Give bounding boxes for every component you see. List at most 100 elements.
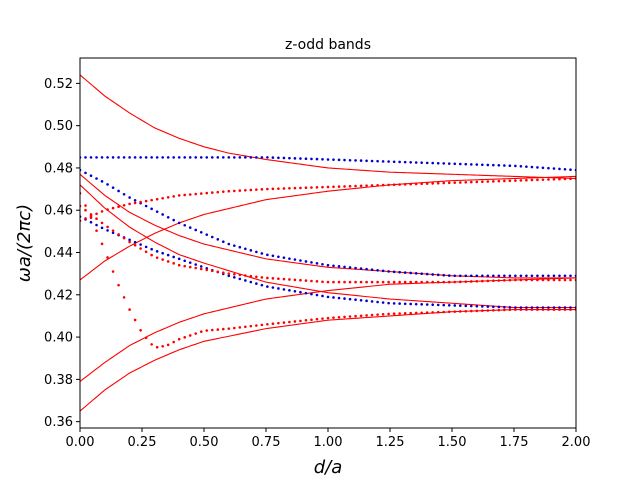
- data-point: [409, 280, 412, 284]
- data-point: [89, 174, 93, 177]
- data-point: [221, 156, 225, 159]
- data-point: [442, 310, 446, 314]
- data-point: [447, 162, 451, 165]
- data-point: [266, 276, 269, 280]
- data-point: [271, 156, 275, 159]
- data-point: [260, 323, 264, 327]
- data-point: [492, 274, 495, 278]
- data-point: [503, 305, 506, 309]
- data-point: [409, 271, 412, 275]
- series-line-2: [80, 175, 576, 281]
- data-point: [227, 242, 231, 246]
- data-point: [199, 156, 203, 159]
- data-point: [161, 213, 164, 216]
- data-point: [497, 179, 501, 183]
- data-point: [365, 267, 368, 271]
- data-point: [122, 204, 126, 207]
- data-point: [155, 345, 159, 349]
- data-point: [514, 308, 517, 311]
- data-point: [365, 159, 368, 163]
- data-point: [89, 216, 93, 220]
- data-point: [260, 156, 264, 159]
- data-point: [497, 164, 501, 167]
- data-point: [519, 179, 523, 182]
- data-point: [155, 197, 159, 201]
- data-point: [155, 250, 159, 253]
- data-point: [122, 192, 126, 196]
- data-point: [221, 240, 225, 244]
- data-point: [216, 156, 220, 159]
- data-point: [343, 185, 346, 188]
- data-point: [227, 156, 231, 159]
- data-point: [514, 164, 517, 168]
- y-tick-label: 0.52: [44, 77, 73, 92]
- data-point: [563, 177, 567, 181]
- data-point: [481, 305, 484, 308]
- data-point: [481, 163, 484, 167]
- data-point: [150, 253, 153, 257]
- data-point: [569, 177, 572, 180]
- data-point: [233, 156, 236, 159]
- data-point: [403, 160, 407, 164]
- y-tick-label: 0.42: [44, 288, 73, 303]
- data-point: [133, 318, 137, 322]
- data-point: [326, 185, 330, 189]
- series-dots-7: [80, 156, 576, 172]
- data-point: [95, 212, 98, 216]
- data-point: [271, 286, 275, 289]
- data-point: [177, 221, 181, 225]
- data-point: [569, 306, 572, 309]
- data-point: [139, 328, 142, 332]
- data-point: [282, 277, 286, 281]
- data-point: [519, 274, 523, 278]
- x-tick-label: 0.75: [252, 435, 281, 450]
- data-point: [199, 267, 203, 271]
- data-point: [321, 185, 324, 189]
- data-point: [128, 238, 131, 242]
- data-point: [100, 226, 104, 230]
- data-point: [183, 193, 187, 197]
- data-point: [348, 280, 352, 284]
- data-point: [326, 263, 330, 267]
- data-point: [403, 302, 407, 306]
- data-point: [310, 292, 313, 296]
- data-point: [332, 158, 335, 161]
- data-point: [106, 208, 109, 211]
- data-point: [205, 268, 209, 272]
- data-point: [558, 177, 561, 181]
- data-point: [370, 184, 374, 187]
- data-point: [392, 160, 396, 164]
- data-point: [188, 334, 192, 337]
- data-point: [436, 280, 440, 284]
- data-point: [547, 274, 550, 278]
- data-point: [106, 183, 109, 186]
- data-point: [453, 274, 457, 278]
- data-point: [288, 320, 291, 324]
- data-point: [398, 312, 401, 315]
- data-point: [541, 306, 545, 309]
- data-point: [503, 274, 506, 278]
- data-point: [315, 293, 319, 297]
- data-point: [359, 267, 363, 270]
- data-point: [299, 186, 302, 190]
- data-point: [310, 157, 313, 161]
- data-point: [547, 308, 550, 311]
- data-point: [447, 181, 451, 185]
- data-point: [260, 252, 264, 255]
- data-point: [133, 240, 137, 244]
- data-point: [354, 266, 357, 270]
- data-point: [277, 187, 280, 190]
- data-point: [332, 185, 335, 189]
- data-point: [299, 259, 302, 262]
- data-point: [255, 324, 258, 327]
- data-point: [144, 250, 148, 254]
- data-point: [536, 166, 539, 169]
- x-tick-label: 1.00: [314, 435, 343, 450]
- data-point: [133, 199, 137, 202]
- data-point: [497, 308, 501, 312]
- data-point: [475, 274, 479, 278]
- data-point: [227, 327, 231, 330]
- data-point: [315, 280, 319, 283]
- data-point: [436, 273, 440, 277]
- data-point: [420, 182, 423, 186]
